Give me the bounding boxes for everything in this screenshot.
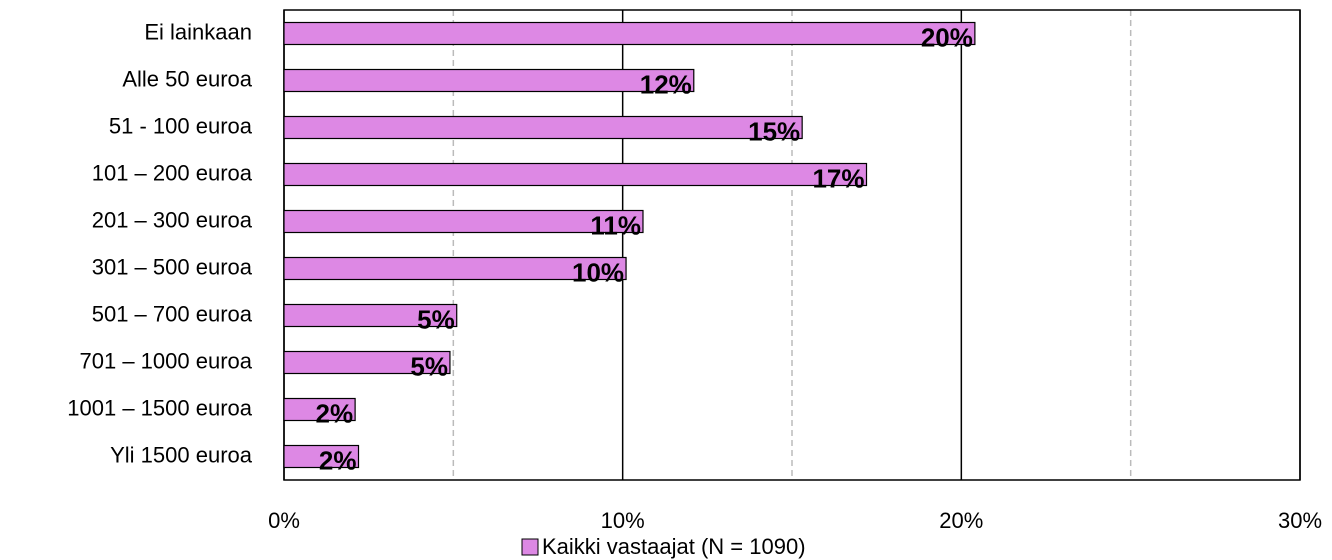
y-tick-label: Alle 50 euroa bbox=[122, 66, 252, 91]
y-tick-label: 51 - 100 euroa bbox=[109, 113, 253, 138]
bar bbox=[283, 115, 803, 140]
value-label: 2% bbox=[316, 398, 354, 428]
y-tick-label: Yli 1500 euroa bbox=[110, 442, 253, 467]
bar bbox=[283, 303, 458, 328]
bar bbox=[283, 444, 360, 469]
value-label: 20% bbox=[921, 22, 973, 52]
value-label: 5% bbox=[417, 304, 455, 334]
value-label: 2% bbox=[319, 445, 357, 475]
value-label: 11% bbox=[590, 210, 641, 240]
plot-frame bbox=[283, 9, 1301, 481]
value-label: 10% bbox=[572, 257, 624, 287]
bar bbox=[283, 397, 356, 422]
bar bbox=[283, 21, 976, 46]
x-tick-label: 20% bbox=[939, 508, 983, 533]
y-tick-label: 301 – 500 euroa bbox=[92, 254, 253, 279]
y-tick-label: 1001 – 1500 euroa bbox=[67, 395, 252, 420]
y-tick-label: Ei lainkaan bbox=[144, 19, 252, 44]
bar bbox=[283, 68, 695, 93]
value-label: 12% bbox=[640, 69, 692, 99]
legend-label: Kaikki vastaajat (N = 1090) bbox=[542, 534, 806, 559]
value-label: 17% bbox=[812, 163, 864, 193]
bar bbox=[283, 209, 644, 234]
y-tick-label: 501 – 700 euroa bbox=[92, 301, 253, 326]
y-tick-label: 201 – 300 euroa bbox=[92, 207, 253, 232]
x-tick-label: 10% bbox=[601, 508, 645, 533]
y-tick-label: 701 – 1000 euroa bbox=[80, 348, 253, 373]
x-tick-label: 0% bbox=[268, 508, 300, 533]
value-label: 5% bbox=[410, 351, 448, 381]
y-tick-label: 101 – 200 euroa bbox=[92, 160, 253, 185]
value-label: 15% bbox=[748, 116, 800, 146]
bar bbox=[283, 162, 868, 187]
bar bbox=[283, 256, 627, 281]
x-tick-label: 30% bbox=[1278, 508, 1322, 533]
bar bbox=[283, 350, 451, 375]
legend-swatch bbox=[521, 538, 539, 556]
